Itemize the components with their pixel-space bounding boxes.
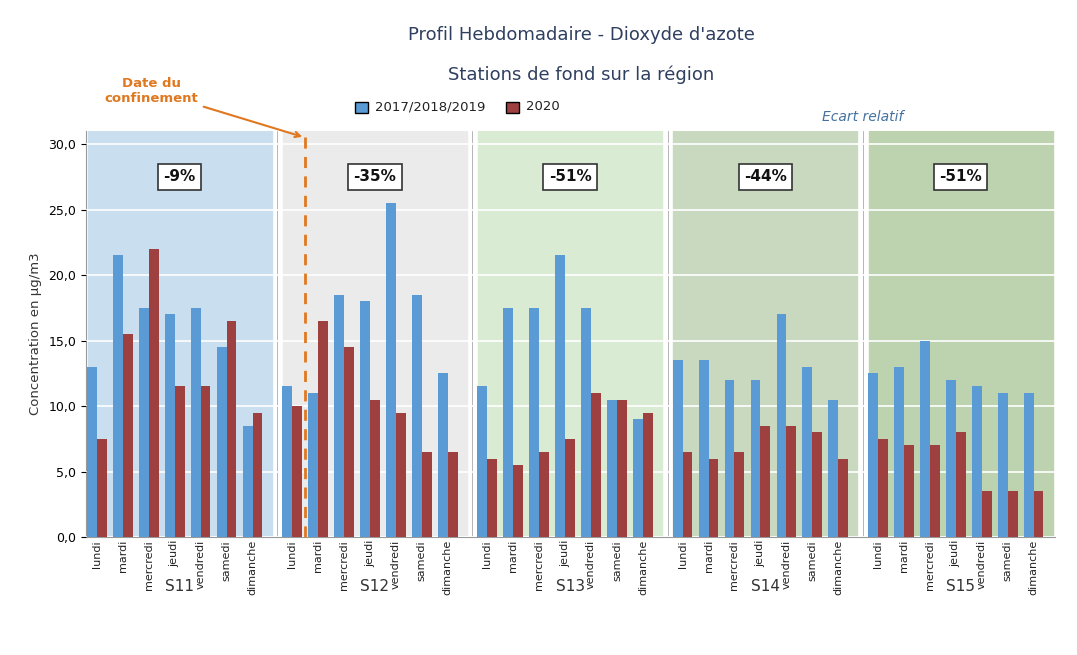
Bar bbox=[673, 360, 683, 537]
Text: S14: S14 bbox=[751, 579, 780, 594]
Bar bbox=[971, 386, 981, 537]
Bar bbox=[174, 386, 184, 537]
Bar bbox=[97, 439, 107, 537]
Bar bbox=[477, 386, 487, 537]
Bar bbox=[997, 393, 1008, 537]
Bar bbox=[556, 255, 565, 537]
Bar bbox=[216, 347, 226, 537]
Bar bbox=[565, 439, 575, 537]
Text: -35%: -35% bbox=[353, 170, 396, 184]
Bar bbox=[87, 367, 97, 537]
Bar bbox=[448, 452, 458, 537]
Text: Profil Hebdomadaire - Dioxyde d'azote: Profil Hebdomadaire - Dioxyde d'azote bbox=[408, 26, 755, 44]
Bar bbox=[503, 308, 514, 537]
Bar bbox=[113, 255, 123, 537]
Bar bbox=[802, 367, 812, 537]
Bar bbox=[869, 131, 1052, 537]
Bar bbox=[318, 321, 327, 537]
Text: S11: S11 bbox=[165, 579, 194, 594]
Bar bbox=[411, 295, 422, 537]
Text: 2017/2018/2019: 2017/2018/2019 bbox=[375, 100, 485, 113]
Bar bbox=[955, 432, 966, 537]
Text: -9%: -9% bbox=[164, 170, 196, 184]
Bar bbox=[165, 314, 174, 537]
Bar bbox=[751, 380, 760, 537]
Bar bbox=[725, 380, 735, 537]
Bar bbox=[149, 249, 158, 537]
Text: S13: S13 bbox=[556, 579, 585, 594]
Bar bbox=[87, 131, 271, 537]
Bar bbox=[1024, 393, 1034, 537]
Bar bbox=[709, 458, 718, 537]
Bar bbox=[191, 308, 200, 537]
Bar bbox=[582, 308, 591, 537]
Bar bbox=[540, 452, 549, 537]
Bar bbox=[699, 360, 709, 537]
Text: -51%: -51% bbox=[939, 170, 982, 184]
Bar bbox=[617, 400, 627, 537]
Bar bbox=[812, 432, 822, 537]
Bar bbox=[607, 400, 617, 537]
Bar bbox=[292, 406, 302, 537]
Bar bbox=[683, 452, 693, 537]
Bar bbox=[894, 367, 904, 537]
Bar bbox=[981, 491, 992, 537]
Bar bbox=[777, 314, 786, 537]
Bar bbox=[946, 380, 955, 537]
Bar bbox=[878, 439, 887, 537]
Text: S12: S12 bbox=[361, 579, 389, 594]
Text: -44%: -44% bbox=[744, 170, 787, 184]
Bar bbox=[735, 452, 744, 537]
Bar bbox=[344, 347, 354, 537]
Bar bbox=[438, 373, 448, 537]
Bar bbox=[226, 321, 237, 537]
Bar bbox=[308, 393, 318, 537]
Bar bbox=[838, 458, 849, 537]
Bar bbox=[591, 393, 601, 537]
Bar bbox=[252, 413, 263, 537]
Bar bbox=[633, 419, 643, 537]
Bar bbox=[422, 452, 432, 537]
Bar bbox=[1008, 491, 1018, 537]
Bar bbox=[200, 386, 210, 537]
Bar bbox=[386, 203, 396, 537]
Bar bbox=[123, 334, 132, 537]
Bar bbox=[673, 131, 857, 537]
Bar bbox=[1034, 491, 1044, 537]
Bar bbox=[786, 426, 796, 537]
Text: S15: S15 bbox=[947, 579, 975, 594]
Bar bbox=[396, 413, 406, 537]
Bar bbox=[643, 413, 653, 537]
Bar bbox=[242, 426, 252, 537]
Bar bbox=[828, 400, 838, 537]
Text: Stations de fond sur la région: Stations de fond sur la région bbox=[448, 66, 715, 84]
Bar bbox=[904, 445, 913, 537]
Bar bbox=[487, 458, 498, 537]
Bar bbox=[929, 445, 939, 537]
Bar bbox=[478, 131, 662, 537]
Text: Ecart relatif: Ecart relatif bbox=[823, 111, 904, 124]
Bar bbox=[282, 386, 292, 537]
Bar bbox=[529, 308, 540, 537]
Bar bbox=[334, 295, 344, 537]
Bar bbox=[760, 426, 770, 537]
Bar bbox=[920, 341, 929, 537]
Bar bbox=[868, 373, 878, 537]
Text: Date du
confinement: Date du confinement bbox=[104, 77, 300, 137]
Bar bbox=[360, 301, 369, 537]
Text: -51%: -51% bbox=[548, 170, 591, 184]
Bar bbox=[283, 131, 466, 537]
Bar bbox=[139, 308, 149, 537]
Bar bbox=[514, 465, 523, 537]
Text: 2020: 2020 bbox=[526, 100, 559, 113]
Y-axis label: Concentration en μg/m3: Concentration en μg/m3 bbox=[29, 253, 42, 415]
Bar bbox=[369, 400, 380, 537]
